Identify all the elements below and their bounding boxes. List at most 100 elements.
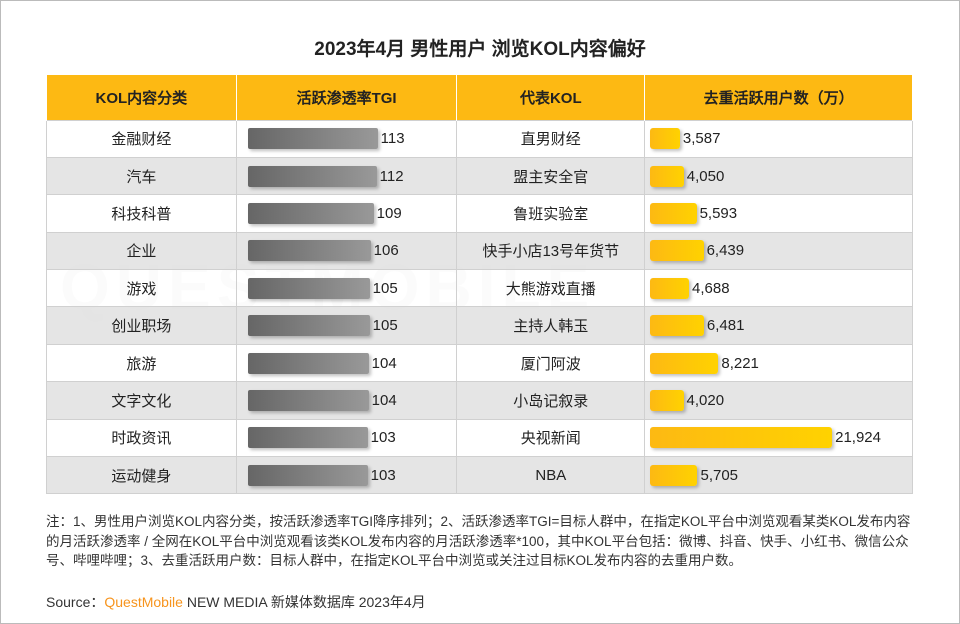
tgi-cell: 109 bbox=[235, 194, 458, 233]
category-cell: 科技科普 bbox=[46, 194, 237, 233]
page-title: 2023年4月 男性用户 浏览KOL内容偏好 bbox=[314, 39, 646, 60]
tgi-bar bbox=[247, 427, 368, 449]
tgi-label: 103 bbox=[370, 429, 396, 447]
users-label: 21,924 bbox=[835, 429, 881, 447]
users-bar bbox=[650, 464, 698, 486]
tgi-cell: 105 bbox=[235, 269, 458, 308]
kol-cell: 厦门阿波 bbox=[456, 343, 646, 383]
column-header: 活跃渗透率TGI bbox=[235, 75, 458, 120]
category-cell: 时政资讯 bbox=[46, 418, 237, 458]
users-cell: 3,587 bbox=[644, 119, 913, 158]
tgi-label: 105 bbox=[372, 279, 398, 297]
source-label: Source： bbox=[46, 594, 105, 610]
tgi-bar bbox=[247, 315, 370, 337]
tgi-bar bbox=[247, 165, 377, 187]
users-cell: 5,593 bbox=[644, 194, 913, 233]
kol-cell: 快手小店13号年货节 bbox=[456, 231, 646, 271]
table-row: 金融财经 113 直男财经 3,587 bbox=[46, 119, 913, 158]
kol-cell: 鲁班实验室 bbox=[456, 194, 646, 233]
users-cell: 5,705 bbox=[644, 456, 913, 495]
category-cell: 文字文化 bbox=[46, 381, 237, 420]
users-label: 4,020 bbox=[686, 391, 725, 409]
users-cell: 4,050 bbox=[644, 156, 913, 196]
tgi-bar bbox=[247, 352, 369, 374]
users-cell: 6,481 bbox=[644, 306, 913, 345]
category-cell: 金融财经 bbox=[46, 119, 237, 158]
table-row: 创业职场 105 主持人韩玉 6,481 bbox=[46, 306, 913, 345]
table-row: 游戏 105 大熊游戏直播 4,688 bbox=[46, 269, 913, 308]
tgi-cell: 106 bbox=[235, 231, 458, 271]
source-line: Source：QuestMobile NEW MEDIA 新媒体数据库 2023… bbox=[46, 592, 426, 612]
tgi-cell: 105 bbox=[235, 306, 458, 345]
users-cell: 4,688 bbox=[644, 269, 913, 308]
category-cell: 游戏 bbox=[46, 269, 237, 308]
tgi-cell: 103 bbox=[235, 418, 458, 458]
users-label: 6,481 bbox=[706, 317, 745, 335]
kol-cell: 央视新闻 bbox=[456, 418, 646, 458]
table-row: 汽车 112 盟主安全官 4,050 bbox=[46, 156, 913, 196]
kol-cell: 主持人韩玉 bbox=[456, 306, 646, 345]
users-label: 3,587 bbox=[682, 130, 721, 148]
column-header: 去重活跃用户数（万） bbox=[644, 75, 913, 120]
kol-cell: 盟主安全官 bbox=[456, 156, 646, 196]
table-row: 时政资讯 103 央视新闻 21,924 bbox=[46, 418, 913, 458]
users-cell: 21,924 bbox=[644, 418, 913, 458]
tgi-label: 106 bbox=[373, 242, 399, 260]
kol-cell: 直男财经 bbox=[456, 119, 646, 158]
users-bar bbox=[650, 202, 697, 224]
tgi-label: 112 bbox=[379, 167, 404, 185]
kol-cell: 大熊游戏直播 bbox=[456, 269, 646, 308]
users-bar bbox=[650, 240, 704, 262]
tgi-cell: 104 bbox=[235, 381, 458, 420]
tgi-label: 104 bbox=[371, 391, 397, 409]
tgi-bar bbox=[247, 202, 374, 224]
users-bar bbox=[650, 165, 684, 187]
footnote: 注：1、男性用户浏览KOL内容分类，按活跃渗透率TGI降序排列；2、活跃渗透率T… bbox=[46, 514, 911, 568]
category-cell: 运动健身 bbox=[46, 456, 237, 495]
tgi-cell: 112 bbox=[235, 156, 458, 196]
table-row: 旅游 104 厦门阿波 8,221 bbox=[46, 343, 913, 383]
category-cell: 旅游 bbox=[46, 343, 237, 383]
users-cell: 6,439 bbox=[644, 231, 913, 271]
tgi-bar bbox=[247, 389, 369, 411]
kol-cell: 小岛记叙录 bbox=[456, 381, 646, 420]
users-cell: 8,221 bbox=[644, 343, 913, 383]
tgi-bar bbox=[247, 240, 371, 262]
users-label: 4,688 bbox=[692, 279, 730, 297]
category-cell: 创业职场 bbox=[46, 306, 237, 345]
tgi-label: 109 bbox=[376, 204, 402, 222]
users-label: 5,593 bbox=[699, 204, 738, 222]
tgi-label: 113 bbox=[380, 130, 405, 148]
users-label: 5,705 bbox=[700, 466, 739, 484]
tgi-bar bbox=[247, 128, 378, 150]
users-bar bbox=[650, 352, 719, 374]
category-cell: 企业 bbox=[46, 231, 237, 271]
tgi-cell: 113 bbox=[235, 119, 458, 158]
table-row: 企业 106 快手小店13号年货节 6,439 bbox=[46, 231, 913, 271]
users-label: 8,221 bbox=[721, 354, 759, 372]
users-label: 4,050 bbox=[686, 167, 725, 185]
source-text: NEW MEDIA 新媒体数据库 2023年4月 bbox=[182, 594, 426, 610]
users-label: 6,439 bbox=[706, 242, 745, 260]
users-bar bbox=[650, 277, 690, 299]
tgi-label: 105 bbox=[372, 317, 398, 335]
users-bar bbox=[650, 128, 680, 150]
users-bar bbox=[650, 315, 704, 337]
tgi-bar bbox=[247, 277, 370, 299]
users-bar bbox=[650, 389, 684, 411]
users-bar bbox=[650, 427, 833, 449]
tgi-bar bbox=[247, 464, 368, 486]
column-header: 代表KOL bbox=[456, 75, 646, 120]
table-row: 运动健身 103 NBA 5,705 bbox=[46, 456, 913, 495]
tgi-label: 104 bbox=[371, 354, 397, 372]
table-row: 科技科普 109 鲁班实验室 5,593 bbox=[46, 194, 913, 233]
kol-cell: NBA bbox=[456, 456, 646, 495]
tgi-cell: 103 bbox=[235, 456, 458, 495]
column-header: KOL内容分类 bbox=[46, 75, 237, 120]
users-cell: 4,020 bbox=[644, 381, 913, 420]
data-table: KOL内容分类 活跃渗透率TGI 代表KOL 去重活跃用户数（万） 金融财经 11… bbox=[46, 75, 913, 495]
tgi-cell: 104 bbox=[235, 343, 458, 383]
brand-name: QuestMobile bbox=[104, 594, 183, 610]
table-row: 文字文化 104 小岛记叙录 4,020 bbox=[46, 381, 913, 420]
tgi-label: 103 bbox=[370, 466, 396, 484]
